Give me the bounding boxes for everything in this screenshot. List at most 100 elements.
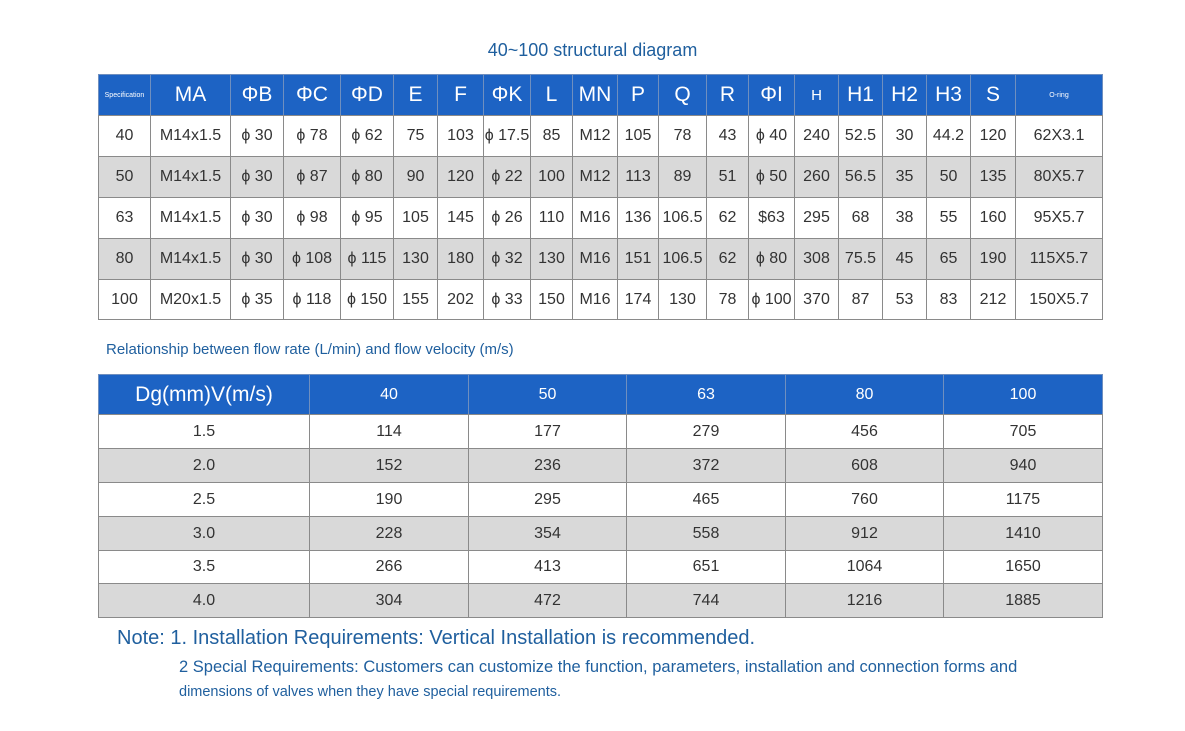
table-cell: 266 <box>309 550 469 584</box>
table-cell: 295 <box>794 197 839 239</box>
table-cell: 50 <box>98 156 151 198</box>
table-cell: 3.0 <box>98 516 310 551</box>
table-cell: 130 <box>658 279 707 320</box>
table-cell: Q <box>658 74 707 116</box>
table-cell: 35 <box>882 156 927 198</box>
table-cell: ΦD <box>340 74 394 116</box>
table-cell: 50 <box>468 374 627 415</box>
table-cell: 95X5.7 <box>1015 197 1103 239</box>
table-cell: 106.5 <box>658 238 707 280</box>
table-cell: 50 <box>926 156 971 198</box>
table-cell: ΦB <box>230 74 284 116</box>
table-cell: 295 <box>468 482 627 517</box>
table-cell: 62X3.1 <box>1015 115 1103 157</box>
table-cell: 354 <box>468 516 627 551</box>
table-cell: ϕ 30 <box>230 156 284 198</box>
table-cell: 89 <box>658 156 707 198</box>
table-cell: 760 <box>785 482 944 517</box>
table-cell: 190 <box>970 238 1016 280</box>
table-cell: 90 <box>393 156 438 198</box>
table-cell: 1410 <box>943 516 1103 551</box>
table-cell: 202 <box>437 279 484 320</box>
table-cell: 55 <box>926 197 971 239</box>
title: 40~100 structural diagram <box>487 40 698 60</box>
table-cell: 608 <box>785 448 944 483</box>
table-cell: H3 <box>926 74 971 116</box>
table-cell: 651 <box>626 550 786 584</box>
table-cell: 62 <box>706 238 749 280</box>
table-cell: ϕ 30 <box>230 238 284 280</box>
table-cell: 912 <box>785 516 944 551</box>
note: 2 Special Requirements: Customers can cu… <box>179 658 1018 676</box>
table-cell: 174 <box>617 279 659 320</box>
table-cell: Dg(mm)V(m/s) <box>98 374 310 415</box>
table-cell: ϕ 30 <box>230 197 284 239</box>
table-cell: 85 <box>530 115 573 157</box>
table-cell: 705 <box>943 414 1103 449</box>
table-cell: 456 <box>785 414 944 449</box>
table-cell: 52.5 <box>838 115 883 157</box>
table-cell: MA <box>150 74 231 116</box>
table-cell: 1.5 <box>98 414 310 449</box>
table-cell: H1 <box>838 74 883 116</box>
table-cell: 105 <box>617 115 659 157</box>
table-cell: M16 <box>572 279 618 320</box>
table-cell: 308 <box>794 238 839 280</box>
table-cell: 304 <box>309 583 469 618</box>
table-cell: ΦI <box>748 74 795 116</box>
table-cell: 115X5.7 <box>1015 238 1103 280</box>
table-cell: 136 <box>617 197 659 239</box>
table-cell: M14x1.5 <box>150 238 231 280</box>
table-cell: ϕ 80 <box>340 156 394 198</box>
table-cell: 56.5 <box>838 156 883 198</box>
table-cell: 83 <box>926 279 971 320</box>
table-cell: ϕ 22 <box>483 156 531 198</box>
table-cell: ϕ 98 <box>283 197 341 239</box>
table-cell: 75.5 <box>838 238 883 280</box>
table-cell: 65 <box>926 238 971 280</box>
table-cell: ϕ 35 <box>230 279 284 320</box>
table-cell: 51 <box>706 156 749 198</box>
table-cell: 120 <box>437 156 484 198</box>
table-cell: 1885 <box>943 583 1103 618</box>
table-cell: M20x1.5 <box>150 279 231 320</box>
table-cell: 44.2 <box>926 115 971 157</box>
table-cell: Specification <box>98 74 151 116</box>
table-cell: 38 <box>882 197 927 239</box>
table-cell: 80X5.7 <box>1015 156 1103 198</box>
table-cell: 114 <box>309 414 469 449</box>
table-cell: 75 <box>393 115 438 157</box>
table-cell: 558 <box>626 516 786 551</box>
table-cell: 465 <box>626 482 786 517</box>
table-cell: ϕ 108 <box>283 238 341 280</box>
table-cell: 40 <box>98 115 151 157</box>
table-cell: 1650 <box>943 550 1103 584</box>
table-cell: ϕ 30 <box>230 115 284 157</box>
table-cell: 1175 <box>943 482 1103 517</box>
table-cell: ϕ 80 <box>748 238 795 280</box>
table-cell: 100 <box>98 279 151 320</box>
table-cell: 40 <box>309 374 469 415</box>
table-cell: 53 <box>882 279 927 320</box>
table-cell: S <box>970 74 1016 116</box>
table-cell: O-ring <box>1015 74 1103 116</box>
table-cell: L <box>530 74 573 116</box>
table-cell: 78 <box>658 115 707 157</box>
table-cell: 4.0 <box>98 583 310 618</box>
table-cell: 135 <box>970 156 1016 198</box>
table-cell: ϕ 150 <box>340 279 394 320</box>
table-cell: ϕ 50 <box>748 156 795 198</box>
table-cell: 100 <box>943 374 1103 415</box>
table-cell: 100 <box>530 156 573 198</box>
table-cell: 68 <box>838 197 883 239</box>
table-cell: ΦC <box>283 74 341 116</box>
table-cell: R <box>706 74 749 116</box>
table-cell: 744 <box>626 583 786 618</box>
table-cell: 370 <box>794 279 839 320</box>
table-cell: 110 <box>530 197 573 239</box>
table-cell: 413 <box>468 550 627 584</box>
table-cell: ϕ 62 <box>340 115 394 157</box>
table-cell: ϕ 40 <box>748 115 795 157</box>
table-cell: 80 <box>98 238 151 280</box>
table-cell: 372 <box>626 448 786 483</box>
